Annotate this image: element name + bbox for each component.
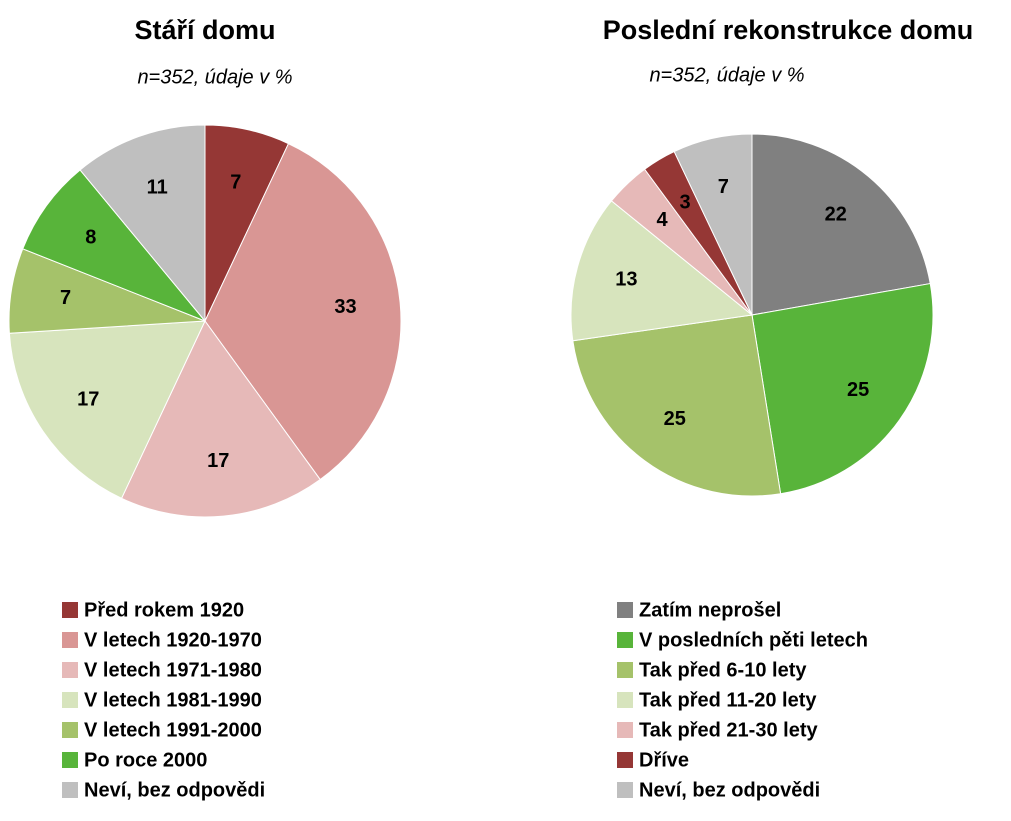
legend-label: V letech 1920-1970 bbox=[84, 629, 262, 651]
data-label: 11 bbox=[147, 177, 168, 199]
data-label: 33 bbox=[334, 296, 356, 318]
legend-swatch bbox=[617, 692, 633, 708]
pie-slice bbox=[751, 282, 934, 495]
pie-slice bbox=[79, 124, 206, 323]
data-label: 4 bbox=[657, 209, 669, 231]
data-label: 7 bbox=[60, 287, 71, 309]
pie-slice bbox=[673, 133, 753, 316]
chart-subtitle: n=352, údaje v % bbox=[649, 64, 804, 86]
pie-slice bbox=[204, 142, 402, 481]
data-label: 7 bbox=[230, 172, 241, 194]
legend-swatch bbox=[62, 782, 78, 798]
legend-label: Tak před 21-30 lety bbox=[639, 719, 818, 741]
data-label: 7 bbox=[718, 176, 729, 198]
data-label: 25 bbox=[847, 379, 869, 401]
legend-swatch bbox=[617, 782, 633, 798]
pie-slice bbox=[572, 314, 782, 497]
chart-subtitle: n=352, údaje v % bbox=[137, 66, 292, 88]
legend-label: Tak před 6-10 lety bbox=[639, 659, 807, 681]
legend-swatch bbox=[62, 602, 78, 618]
legend-label: V posledních pěti letech bbox=[639, 629, 868, 651]
legend-swatch bbox=[62, 662, 78, 678]
legend-label: Tak před 11-20 lety bbox=[639, 689, 817, 711]
data-label: 17 bbox=[207, 450, 229, 472]
data-label: 25 bbox=[664, 408, 686, 430]
legend-label: Zatím neprošel bbox=[639, 599, 781, 621]
pie-slice bbox=[22, 169, 206, 322]
legend-label: Neví, bez odpovědi bbox=[639, 779, 820, 801]
legend-label: V letech 1991-2000 bbox=[84, 719, 262, 741]
legend-swatch bbox=[617, 602, 633, 618]
legend-swatch bbox=[62, 752, 78, 768]
data-label: 3 bbox=[679, 191, 690, 213]
data-label: 8 bbox=[85, 226, 96, 248]
legend-swatch bbox=[617, 752, 633, 768]
legend-swatch bbox=[617, 632, 633, 648]
pie-slice bbox=[751, 133, 931, 316]
legend-label: Po roce 2000 bbox=[84, 749, 207, 771]
legend-swatch bbox=[617, 662, 633, 678]
legend-swatch bbox=[617, 722, 633, 738]
legend-label: Dříve bbox=[639, 749, 689, 771]
pie-slice bbox=[570, 200, 754, 342]
legend-label: V letech 1971-1980 bbox=[84, 659, 262, 681]
data-label: 22 bbox=[825, 203, 847, 225]
legend-label: Neví, bez odpovědi bbox=[84, 779, 265, 801]
pie-slice bbox=[8, 320, 206, 500]
legend-label: Před rokem 1920 bbox=[84, 599, 244, 621]
pie-slice bbox=[120, 320, 321, 518]
legend-swatch bbox=[62, 722, 78, 738]
data-label: 13 bbox=[615, 269, 637, 291]
legend-label: V letech 1981-1990 bbox=[84, 689, 262, 711]
data-label: 17 bbox=[77, 389, 99, 411]
chart-title: Poslední rekonstrukce domu bbox=[603, 15, 974, 45]
legend-swatch bbox=[62, 632, 78, 648]
chart-title: Stáří domu bbox=[134, 15, 275, 45]
legend-swatch bbox=[62, 692, 78, 708]
